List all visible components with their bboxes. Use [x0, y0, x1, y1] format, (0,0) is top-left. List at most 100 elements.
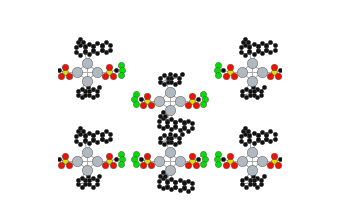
Point — [278, 68, 283, 72]
Point — [195, 97, 201, 101]
Point — [172, 134, 178, 137]
Point — [86, 131, 92, 135]
Point — [79, 185, 84, 188]
Point — [240, 41, 245, 44]
Point — [118, 152, 123, 155]
Point — [181, 181, 186, 185]
Point — [103, 41, 108, 44]
Point — [255, 185, 260, 188]
Point — [83, 183, 88, 186]
Point — [264, 138, 269, 141]
Point — [231, 74, 236, 78]
Point — [144, 99, 150, 103]
Point — [238, 134, 244, 138]
Point — [86, 178, 92, 182]
Point — [264, 44, 269, 47]
Point — [156, 179, 161, 183]
Point — [118, 63, 123, 66]
Point — [167, 108, 172, 112]
Point — [133, 102, 139, 106]
Point — [247, 93, 253, 97]
Point — [66, 74, 72, 78]
Point — [177, 178, 182, 182]
Point — [167, 90, 172, 94]
Point — [99, 43, 104, 46]
Point — [133, 162, 139, 166]
Point — [245, 129, 250, 133]
Point — [79, 96, 84, 99]
Point — [168, 117, 174, 121]
Point — [95, 130, 100, 134]
Point — [240, 93, 245, 97]
Point — [249, 150, 255, 154]
Point — [177, 118, 182, 122]
Point — [251, 183, 256, 186]
Point — [231, 163, 236, 167]
Point — [107, 137, 113, 140]
Point — [90, 176, 95, 179]
Point — [176, 136, 182, 139]
Point — [107, 132, 113, 136]
Point — [82, 45, 87, 48]
Point — [78, 53, 83, 56]
Point — [82, 50, 87, 53]
Point — [190, 186, 195, 190]
Point — [164, 179, 170, 183]
Point — [164, 180, 170, 183]
Point — [255, 96, 260, 99]
Point — [172, 82, 178, 86]
Point — [94, 93, 99, 97]
Point — [272, 154, 277, 158]
Point — [168, 72, 173, 76]
Point — [263, 48, 269, 51]
Point — [62, 154, 67, 158]
Point — [263, 132, 269, 136]
Point — [158, 174, 163, 178]
Point — [84, 61, 90, 65]
Point — [168, 80, 174, 84]
Point — [144, 94, 150, 98]
Point — [200, 162, 206, 166]
Point — [272, 132, 277, 136]
Point — [82, 134, 87, 137]
Point — [161, 82, 167, 86]
Point — [247, 134, 252, 137]
Point — [239, 70, 244, 74]
Point — [56, 157, 61, 161]
Point — [259, 178, 264, 182]
Point — [99, 138, 104, 141]
Point — [168, 187, 174, 191]
Point — [120, 68, 125, 72]
Point — [95, 51, 100, 55]
Point — [250, 174, 256, 178]
Point — [214, 68, 219, 72]
Point — [148, 103, 154, 107]
Point — [272, 70, 277, 74]
Point — [193, 163, 198, 167]
Point — [242, 126, 248, 130]
Point — [176, 76, 182, 79]
Point — [227, 159, 232, 163]
Point — [165, 140, 171, 144]
Point — [244, 87, 249, 90]
Point — [138, 157, 144, 161]
Point — [99, 137, 104, 140]
Point — [214, 157, 219, 161]
Point — [107, 154, 112, 158]
Point — [272, 48, 277, 51]
Point — [250, 86, 256, 89]
Point — [107, 65, 112, 69]
Point — [141, 163, 146, 167]
Point — [157, 159, 162, 163]
Point — [173, 185, 178, 188]
Point — [91, 138, 96, 141]
Point — [172, 142, 178, 146]
Point — [83, 178, 88, 182]
Point — [272, 159, 277, 163]
Point — [168, 136, 174, 139]
Point — [259, 51, 265, 55]
Point — [251, 131, 256, 135]
Point — [179, 132, 184, 136]
Point — [251, 52, 256, 56]
Point — [168, 132, 173, 136]
